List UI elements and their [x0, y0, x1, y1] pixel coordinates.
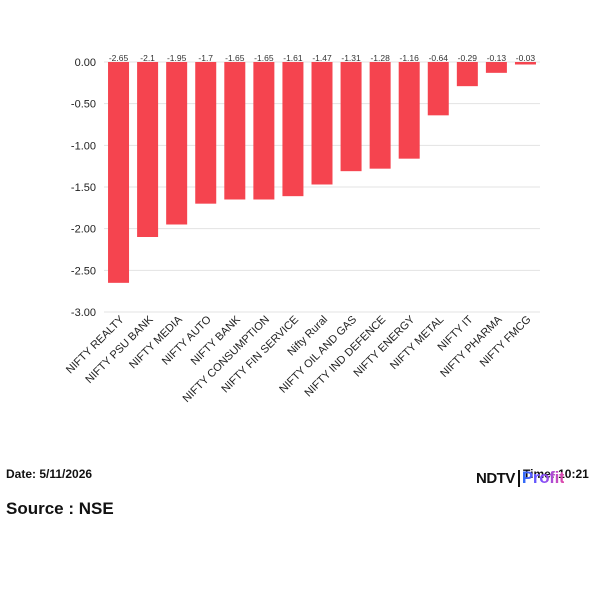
bar-chart: 0.00 -0.50 -1.00 -1.50 -2.00 -2.50 -3.00 -2.65 N… — [64, 53, 540, 405]
logo-profit-text: Profit — [521, 468, 565, 487]
data-label: -1.95 — [167, 53, 187, 63]
bar — [514, 62, 536, 65]
data-label: -1.7 — [198, 53, 213, 63]
y-tick-label: -1.00 — [71, 140, 96, 152]
bar — [340, 62, 362, 172]
data-label: -0.13 — [487, 53, 507, 63]
bar — [398, 62, 420, 159]
bar — [166, 62, 188, 225]
x-tick-label: NIFTY FMCG — [478, 314, 534, 370]
bar — [311, 62, 333, 185]
data-label: -1.31 — [341, 53, 361, 63]
data-label: -1.28 — [370, 53, 390, 63]
data-label: -2.65 — [109, 53, 129, 63]
y-tick-label: -3.00 — [71, 307, 96, 319]
bar — [282, 62, 304, 197]
data-label: -0.29 — [458, 53, 478, 63]
y-tick-label: -0.50 — [71, 99, 96, 111]
bar — [369, 62, 391, 169]
logo-divider — [517, 469, 520, 487]
data-label: -1.65 — [254, 53, 274, 63]
data-label: -0.03 — [516, 53, 536, 63]
y-tick-label: -2.50 — [71, 265, 96, 277]
ndtv-profit-logo: NDTV Profit — [476, 468, 565, 488]
bar — [253, 62, 275, 200]
y-tick-label: 0.00 — [75, 57, 96, 69]
data-label: -1.61 — [283, 53, 303, 63]
bar — [137, 62, 159, 237]
source-label: Source : NSE — [6, 499, 114, 518]
bar — [195, 62, 217, 204]
bar — [485, 62, 507, 73]
data-label: -1.65 — [225, 53, 245, 63]
data-label: -2.1 — [140, 53, 155, 63]
y-tick-label: -1.50 — [71, 182, 96, 194]
data-label: -1.47 — [312, 53, 332, 63]
bar — [427, 62, 449, 116]
data-label: -1.16 — [400, 53, 420, 63]
y-tick-label: -2.00 — [71, 224, 96, 236]
logo-ndtv-text: NDTV — [476, 469, 517, 487]
chart-container: 0.00 -0.50 -1.00 -1.50 -2.00 -2.50 -3.00 -2.65 N… — [64, 53, 540, 405]
data-label: -0.64 — [429, 53, 449, 63]
bar — [108, 62, 130, 283]
bar — [224, 62, 246, 200]
time-label: Time: 10:21 — [523, 467, 589, 481]
date-label: Date: 5/11/2026 — [6, 467, 93, 481]
bar — [456, 62, 478, 87]
